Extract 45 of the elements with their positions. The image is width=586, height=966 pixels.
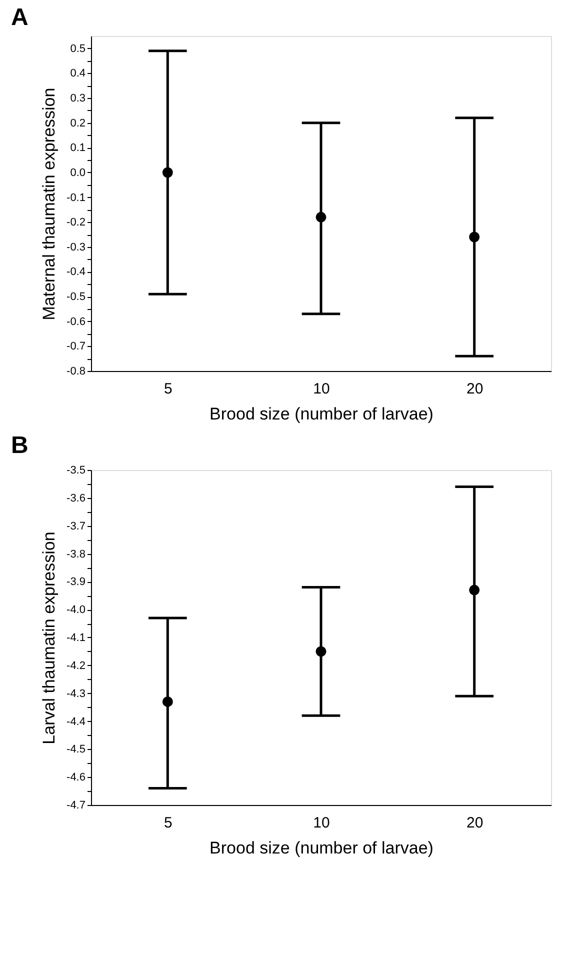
y-tick-label: -0.1	[66, 192, 86, 204]
y-tick-label: -4.7	[66, 800, 86, 812]
point	[316, 212, 326, 222]
y-tick-label: 0.4	[70, 68, 86, 80]
point	[469, 232, 480, 242]
x-tick-label: 5	[164, 380, 172, 398]
y-tick-label: 0.0	[70, 166, 86, 179]
y-tick-label: -0.4	[66, 266, 86, 278]
point	[316, 646, 326, 657]
x-tick-label: 10	[313, 380, 330, 398]
y-tick-label: -0.2	[66, 216, 86, 229]
y-tick-label: -4.1	[66, 632, 86, 644]
point	[469, 584, 480, 596]
chart-title: B	[11, 432, 28, 459]
point	[162, 167, 173, 178]
y-tick-label: -4.2	[66, 660, 86, 672]
y-axis-title: Maternal thaumatin expression	[40, 88, 59, 320]
y-tick-label: -4.6	[66, 772, 86, 784]
x-tick-label: 10	[313, 814, 330, 832]
y-tick-label: -0.5	[66, 291, 86, 304]
y-tick-label: 0.1	[70, 142, 86, 154]
x-tick-label: 20	[466, 814, 484, 832]
x-axis-title: Brood size (number of larvae)	[210, 838, 434, 858]
y-tick-label: -4.3	[66, 688, 86, 700]
y-tick-label: -3.9	[66, 576, 86, 588]
y-tick-label: -3.7	[66, 520, 86, 532]
y-tick-label: -3.6	[66, 492, 86, 504]
y-axis-title: Larval thaumatin expression	[40, 532, 59, 744]
y-tick-label: -3.5	[66, 464, 86, 476]
y-tick-label: 0.3	[70, 92, 86, 105]
y-tick-label: -0.6	[66, 316, 86, 328]
y-tick-label: -4.4	[66, 716, 86, 728]
y-tick-label: -0.8	[66, 366, 86, 378]
y-tick-label: 0.2	[70, 117, 86, 130]
y-tick-label: -3.8	[66, 548, 86, 560]
y-tick-label: -0.7	[66, 340, 86, 353]
x-tick-label: 20	[466, 380, 484, 398]
x-tick-label: 5	[164, 814, 172, 832]
point	[162, 696, 173, 707]
y-tick-label: -4.0	[66, 604, 86, 616]
y-tick-label: -0.3	[66, 241, 86, 254]
y-tick-label: 0.5	[70, 42, 86, 55]
x-axis-title: Brood size (number of larvae)	[210, 404, 434, 424]
chart-title: A	[11, 4, 28, 31]
y-tick-label: -4.5	[66, 744, 86, 756]
